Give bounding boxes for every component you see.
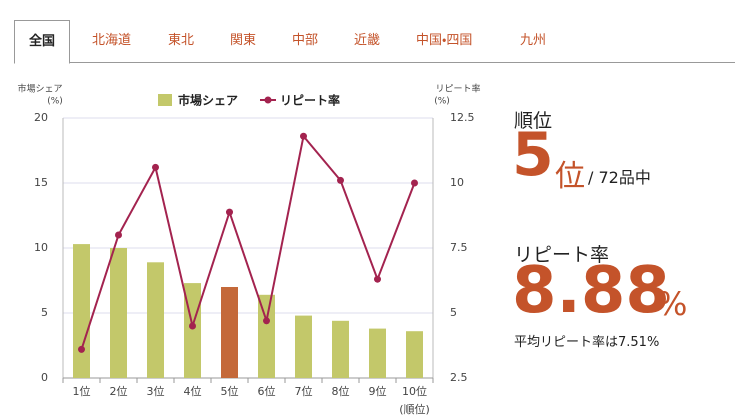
bar	[110, 248, 127, 378]
line	[80, 133, 416, 350]
x-tick-label: 2位	[110, 385, 128, 398]
rank-total: / 72品中	[588, 168, 651, 187]
y2-axis-title: リピート率	[435, 84, 480, 95]
bar	[295, 315, 312, 378]
x-tick-label: 10位	[402, 385, 427, 398]
y-tick-label: 10	[34, 241, 48, 254]
rank-label: 順位	[514, 110, 553, 132]
y-tick-label: 20	[34, 111, 48, 124]
line-marker	[263, 317, 270, 325]
x-tick-label: 8位	[332, 385, 350, 398]
line-marker	[226, 208, 233, 216]
x-axis-unit: (順位)	[399, 403, 430, 416]
bar	[221, 287, 238, 378]
bar	[332, 320, 349, 378]
x-tick-label: 5位	[221, 385, 239, 398]
bar	[258, 294, 275, 378]
legend-label: リピート率	[280, 93, 340, 108]
line-marker	[152, 163, 159, 171]
tab-bar: 全国 北海道 東北 関東 中部 近畿 中国・四国 九州	[14, 20, 735, 64]
y2-tick-label: 5	[450, 306, 457, 319]
bar	[369, 328, 386, 378]
x-tick-label: 9位	[369, 385, 387, 398]
line-marker	[115, 231, 122, 239]
y2-tick-label: 10	[450, 176, 464, 189]
y-tick-label: 15	[34, 176, 48, 189]
legend-swatch	[158, 94, 172, 106]
repeat-label: リピート率	[514, 244, 610, 266]
repeat-value: 8.88	[512, 254, 670, 328]
y2-axis-unit: (%)	[434, 97, 450, 107]
bar	[406, 331, 423, 378]
average-note: 平均リピート率は7.51%	[514, 335, 660, 350]
line-marker	[189, 322, 196, 330]
x-tick-label: 1位	[73, 385, 91, 398]
x-tick-label: 7位	[295, 385, 313, 398]
bar	[73, 244, 90, 378]
tab[interactable]: 東北	[168, 33, 195, 48]
y-tick-label: 5	[41, 306, 48, 319]
line-marker	[337, 176, 344, 184]
y2-tick-label: 2.5	[450, 371, 468, 384]
line-marker	[300, 132, 307, 140]
y-axis-title: 市場シェア	[17, 83, 62, 95]
x-tick-label: 4位	[184, 385, 202, 398]
rank-value: 5	[512, 120, 554, 190]
bar	[147, 262, 164, 378]
tab[interactable]: 中国・四国	[416, 33, 473, 48]
line-marker	[78, 345, 85, 353]
repeat-unit: %	[657, 285, 688, 323]
legend-swatch	[264, 96, 272, 104]
x-tick-label: 6位	[258, 385, 276, 398]
tab[interactable]: 近畿	[354, 33, 381, 48]
tab[interactable]: 北海道	[92, 33, 132, 48]
tab[interactable]: 全国	[14, 20, 71, 64]
tab[interactable]: 中部	[292, 33, 319, 48]
y-axis-unit: (%)	[47, 97, 63, 107]
tab[interactable]: 九州	[520, 33, 547, 48]
tab[interactable]: 関東	[230, 33, 257, 48]
legend-label: 市場シェア	[178, 93, 238, 108]
chart: 0 5 10 15 20 2.5 5 7.5 10 12.5 市場シェア (%) リピート率 (%) (順位…	[17, 83, 480, 417]
y-tick-label: 0	[41, 371, 48, 384]
x-tick-label: 3位	[147, 385, 165, 398]
line-marker	[411, 179, 418, 187]
y2-tick-label: 7.5	[450, 241, 468, 254]
rank-unit: 位	[555, 159, 585, 194]
y2-tick-label: 12.5	[450, 111, 475, 124]
line-marker	[374, 275, 381, 283]
